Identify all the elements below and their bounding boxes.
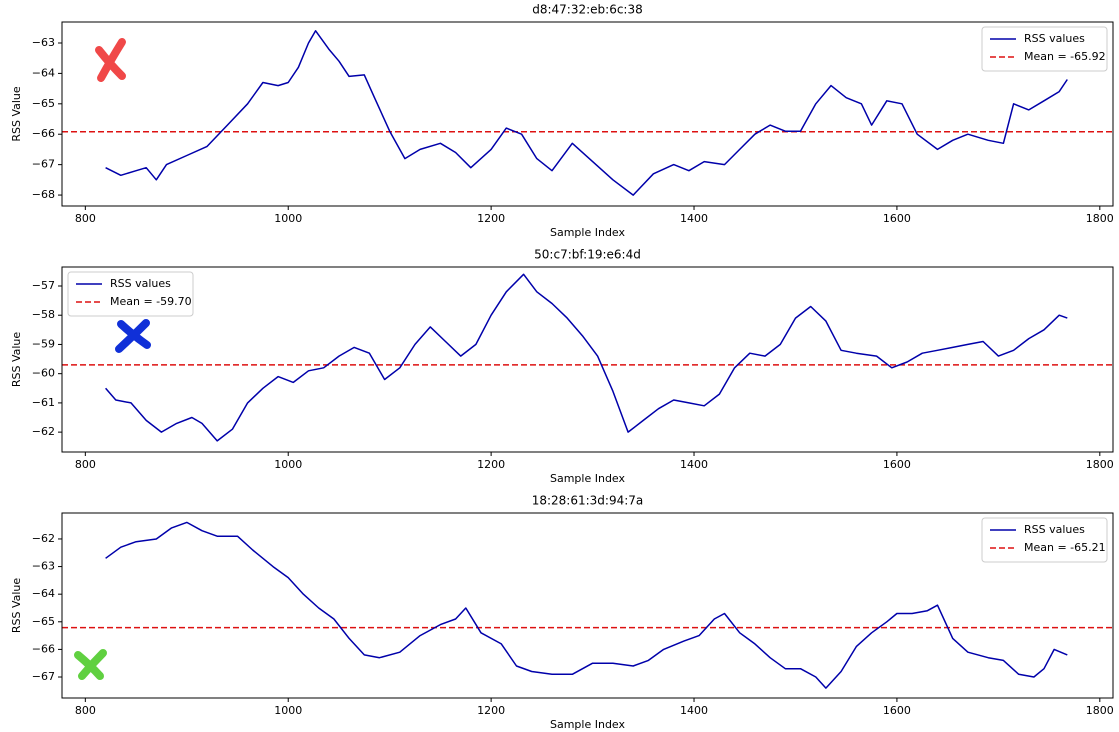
x-tick-label: 1600 [883,704,911,717]
y-tick-label: −60 [32,367,55,380]
y-axis-label: RSS Value [10,86,23,142]
y-tick-label: −68 [32,188,55,201]
y-tick-label: −62 [32,425,55,438]
x-tick-label: 1600 [883,458,911,471]
rss-line [105,521,1068,689]
legend-label: RSS values [1024,523,1085,536]
y-tick-label: −66 [32,642,55,655]
y-tick-label: −61 [32,396,55,409]
x-tick-label: 1400 [680,704,708,717]
rss-line [105,273,1068,442]
legend-label: Mean = -65.21 [1024,541,1106,554]
x-tick-label: 1800 [1086,458,1114,471]
x-tick-label: 800 [75,458,96,471]
y-tick-label: −66 [32,127,55,140]
legend: RSS values Mean = -59.70 [67,271,194,317]
x-tick-label: 1200 [477,458,505,471]
y-tick-label: −63 [32,560,55,573]
legend-label: Mean = -59.70 [110,295,192,308]
x-tick-label: 800 [75,704,96,717]
x-tick-label: 1800 [1086,704,1114,717]
green-cross [74,649,107,680]
annotation-marks [74,38,151,680]
y-axis-label: RSS Value [10,332,23,388]
axes-frame [61,266,1114,453]
x-axis-label: Sample Index [550,226,626,239]
x-tick-label: 1400 [680,212,708,225]
x-tick-label: 1200 [477,212,505,225]
blue-cross [115,319,151,353]
y-tick-label: −67 [32,158,55,171]
x-tick-label: 800 [75,212,96,225]
x-axis-label: Sample Index [550,718,626,731]
y-tick-label: −67 [32,670,55,683]
x-tick-label: 1000 [274,704,302,717]
x-tick-label: 1600 [883,212,911,225]
y-axis-label: RSS Value [10,578,23,634]
subplot-title: 50:c7:bf:19:e6:4d [534,248,641,262]
x-tick-label: 1000 [274,212,302,225]
axes-frame [61,21,1114,207]
legend-label: RSS values [1024,32,1085,45]
legend-label: Mean = -65.92 [1024,50,1106,63]
x-tick-label: 1400 [680,458,708,471]
subplot: 50:c7:bf:19:e6:4d 800 1000 1200 1400 1600 1800… [10,248,1114,486]
subplot-title: 18:28:61:3d:94:7a [532,494,644,508]
y-tick-label: −63 [32,36,55,49]
x-tick-label: 1200 [477,704,505,717]
legend-box [981,517,1108,563]
y-tick-label: −64 [32,66,55,79]
axes-frame [61,512,1114,699]
y-tick-label: −64 [32,587,55,600]
legend-label: RSS values [110,277,171,290]
subplot: d8:47:32:eb:6c:38 800 1000 1200 1400 1600 1800… [10,3,1114,240]
y-tick-label: −58 [32,308,55,321]
y-tick-label: −65 [32,615,55,628]
legend-box [67,271,194,317]
x-tick-label: 1800 [1086,212,1114,225]
subplot-title: d8:47:32:eb:6c:38 [532,3,643,17]
y-tick-label: −62 [32,532,55,545]
legend: RSS values Mean = -65.92 [981,26,1108,72]
rss-line [105,30,1068,196]
y-tick-label: −59 [32,337,55,350]
y-tick-label: −65 [32,97,55,110]
legend-box [981,26,1108,72]
x-tick-label: 1000 [274,458,302,471]
y-tick-label: −57 [32,279,55,292]
x-axis-label: Sample Index [550,472,626,485]
red-cross [95,38,126,82]
subplot: 18:28:61:3d:94:7a 800 1000 1200 1400 1600 1800… [10,494,1114,732]
legend: RSS values Mean = -65.21 [981,517,1108,563]
